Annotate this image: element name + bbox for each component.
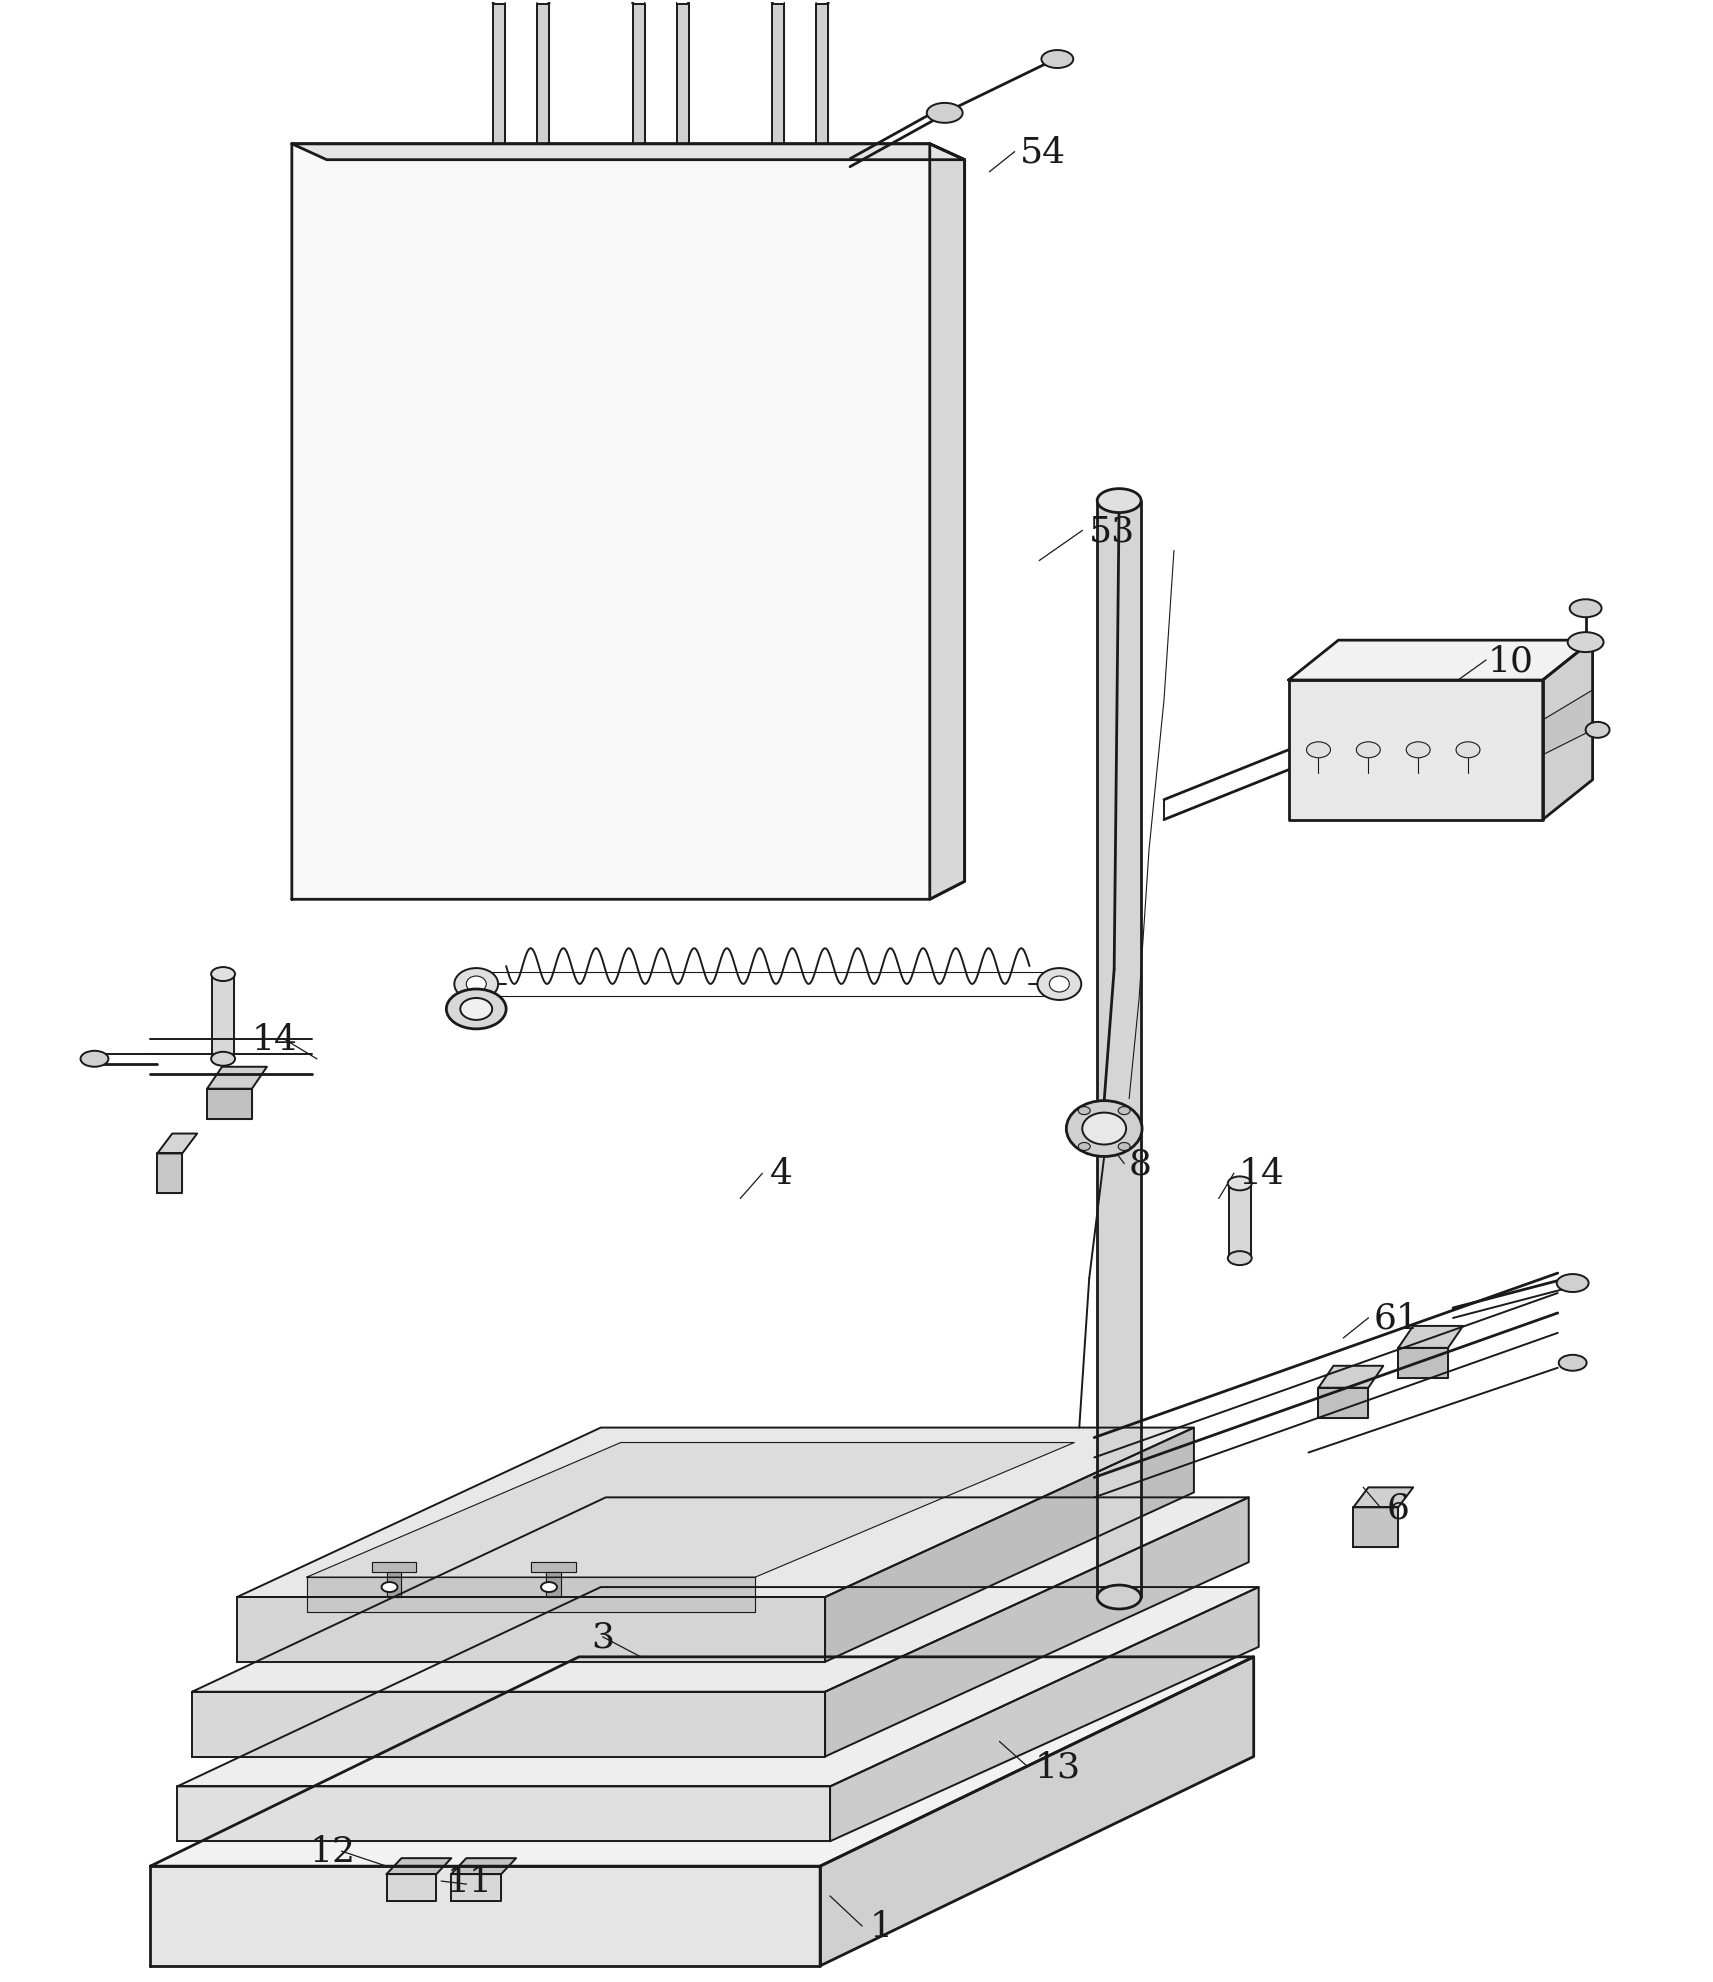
Ellipse shape	[1307, 743, 1331, 759]
Text: 14: 14	[252, 1023, 298, 1056]
Ellipse shape	[1228, 1251, 1252, 1265]
Text: 1: 1	[870, 1909, 892, 1942]
Ellipse shape	[1083, 1114, 1125, 1146]
Ellipse shape	[1586, 723, 1610, 739]
Ellipse shape	[1119, 1108, 1131, 1116]
Polygon shape	[1398, 1348, 1447, 1377]
Ellipse shape	[81, 1050, 108, 1066]
Polygon shape	[158, 1134, 197, 1154]
Ellipse shape	[447, 989, 505, 1029]
Polygon shape	[1319, 1366, 1384, 1387]
Text: 4: 4	[771, 1157, 793, 1191]
Polygon shape	[1543, 640, 1593, 821]
Ellipse shape	[1065, 1102, 1143, 1157]
Text: 54: 54	[1019, 135, 1065, 170]
Ellipse shape	[1557, 1274, 1588, 1292]
Polygon shape	[236, 1597, 826, 1663]
Text: 53: 53	[1089, 513, 1136, 549]
Polygon shape	[387, 1859, 451, 1875]
Polygon shape	[1319, 1387, 1369, 1417]
Polygon shape	[1228, 1183, 1250, 1259]
Ellipse shape	[1042, 52, 1074, 69]
Polygon shape	[773, 6, 785, 145]
Polygon shape	[493, 6, 505, 145]
Polygon shape	[1543, 690, 1593, 755]
Text: 12: 12	[310, 1833, 356, 1869]
Polygon shape	[632, 6, 644, 145]
Polygon shape	[212, 975, 235, 1058]
Ellipse shape	[1119, 1144, 1131, 1152]
Text: 13: 13	[1035, 1750, 1081, 1784]
Polygon shape	[151, 1867, 821, 1966]
Ellipse shape	[1077, 1108, 1089, 1116]
Polygon shape	[451, 1859, 516, 1875]
Text: 8: 8	[1129, 1148, 1153, 1181]
Ellipse shape	[382, 1582, 397, 1592]
Polygon shape	[291, 145, 964, 900]
Polygon shape	[1288, 680, 1543, 821]
Polygon shape	[1353, 1488, 1413, 1508]
Polygon shape	[1288, 640, 1593, 680]
Ellipse shape	[1357, 743, 1381, 759]
Ellipse shape	[1077, 1144, 1089, 1152]
Polygon shape	[546, 1572, 560, 1597]
Polygon shape	[387, 1875, 437, 1901]
Polygon shape	[451, 1875, 502, 1901]
Polygon shape	[821, 1657, 1254, 1966]
Ellipse shape	[461, 999, 492, 1021]
Polygon shape	[158, 1154, 182, 1193]
Ellipse shape	[1038, 969, 1081, 1001]
Polygon shape	[307, 1578, 755, 1611]
Ellipse shape	[1456, 743, 1480, 759]
Polygon shape	[176, 1786, 831, 1841]
Polygon shape	[930, 145, 964, 900]
Polygon shape	[207, 1090, 252, 1120]
Polygon shape	[826, 1498, 1249, 1756]
Ellipse shape	[541, 1582, 557, 1592]
Ellipse shape	[927, 103, 963, 123]
Ellipse shape	[1567, 632, 1603, 652]
Polygon shape	[677, 6, 689, 145]
Text: 10: 10	[1489, 644, 1533, 678]
Polygon shape	[291, 145, 964, 161]
Polygon shape	[236, 1427, 1194, 1597]
Polygon shape	[538, 6, 548, 145]
Polygon shape	[387, 1572, 401, 1597]
Ellipse shape	[466, 977, 486, 993]
Ellipse shape	[211, 1052, 235, 1066]
Polygon shape	[1398, 1326, 1463, 1348]
Ellipse shape	[211, 967, 235, 981]
Polygon shape	[192, 1498, 1249, 1693]
Ellipse shape	[1098, 490, 1141, 513]
Polygon shape	[1353, 1508, 1398, 1548]
Polygon shape	[307, 1443, 1074, 1578]
Polygon shape	[176, 1588, 1259, 1786]
Text: 6: 6	[1386, 1490, 1410, 1524]
Polygon shape	[815, 6, 827, 145]
Text: 11: 11	[447, 1865, 492, 1899]
Text: 14: 14	[1238, 1157, 1285, 1191]
Text: 61: 61	[1374, 1302, 1418, 1336]
Polygon shape	[192, 1693, 826, 1756]
Polygon shape	[1098, 501, 1141, 1597]
Ellipse shape	[1098, 1586, 1141, 1609]
Polygon shape	[826, 1427, 1194, 1663]
Ellipse shape	[1406, 743, 1430, 759]
Ellipse shape	[1050, 977, 1069, 993]
Polygon shape	[207, 1066, 267, 1090]
Text: 3: 3	[591, 1619, 613, 1655]
Ellipse shape	[1228, 1177, 1252, 1191]
Ellipse shape	[1559, 1356, 1586, 1372]
Polygon shape	[531, 1562, 576, 1572]
Polygon shape	[831, 1588, 1259, 1841]
Ellipse shape	[454, 969, 498, 1001]
Ellipse shape	[1569, 601, 1602, 618]
Polygon shape	[151, 1657, 1254, 1867]
Polygon shape	[372, 1562, 416, 1572]
